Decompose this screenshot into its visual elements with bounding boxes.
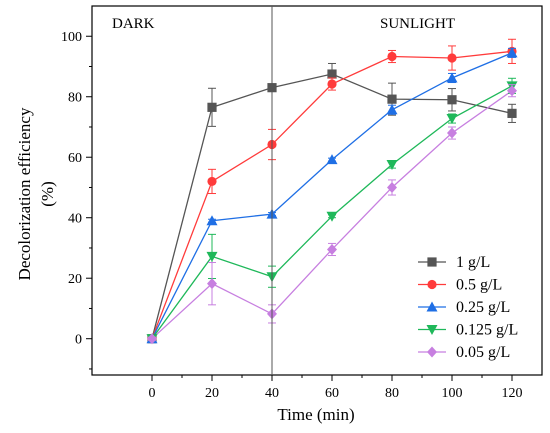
data-point-4 <box>207 278 217 290</box>
data-point-2 <box>506 47 518 58</box>
x-tick-label: 40 <box>265 386 279 401</box>
legend-marker-0 <box>427 257 437 267</box>
legend-marker-1 <box>427 279 437 290</box>
region-label-dark: DARK <box>112 16 155 32</box>
y-tick-label: 0 <box>75 333 82 348</box>
data-point-4 <box>147 333 157 345</box>
data-point-2 <box>386 104 398 115</box>
legend-marker-3 <box>426 325 438 335</box>
y-axis-title: Decolorization efficiency <box>15 107 34 280</box>
x-tick-label: 20 <box>205 386 219 401</box>
x-tick-label: 60 <box>325 386 339 401</box>
legend-label-0: 1 g/L <box>456 254 490 271</box>
data-point-4 <box>447 127 457 139</box>
data-point-4 <box>507 85 517 97</box>
x-axis-title: Time (min) <box>277 405 354 424</box>
data-point-1 <box>387 51 397 62</box>
x-tick-label: 100 <box>442 386 463 401</box>
y-tick-label: 40 <box>68 212 82 227</box>
series-line-1 <box>151 50 513 339</box>
data-point-3 <box>446 114 458 125</box>
data-point-0 <box>207 102 217 112</box>
data-point-3 <box>386 159 398 170</box>
legend-label-3: 0.125 g/L <box>456 322 518 339</box>
data-point-2 <box>446 72 458 83</box>
y-tick-label: 60 <box>68 151 82 166</box>
legend-marker-2 <box>426 301 438 312</box>
data-point-2 <box>206 215 218 226</box>
plot-frame <box>91 5 543 376</box>
data-point-1 <box>207 176 217 187</box>
data-point-1 <box>327 79 337 89</box>
y-tick-label: 80 <box>68 91 82 106</box>
x-tick-label: 80 <box>385 386 399 401</box>
data-point-0 <box>507 108 517 118</box>
region-label-sunlight: SUNLIGHT <box>380 16 455 32</box>
data-point-3 <box>326 211 338 222</box>
data-point-0 <box>327 69 337 79</box>
data-point-4 <box>327 243 337 255</box>
legend: 1 g/L 0.5 g/L 0.25 g/L 0.125 g/L 0.05 g/L <box>418 254 518 361</box>
legend-label-1: 0.5 g/L <box>456 277 502 294</box>
data-point-3 <box>206 251 218 262</box>
y-tick-label: 20 <box>68 272 82 287</box>
legend-label-2: 0.25 g/L <box>456 299 510 316</box>
x-tick-label: 120 <box>502 386 523 401</box>
y-axis-unit: (%) <box>38 181 57 206</box>
legend-label-4: 0.05 g/L <box>456 344 510 361</box>
x-tick-label: 0 <box>149 386 156 401</box>
data-point-2 <box>326 154 338 165</box>
data-point-0 <box>387 94 397 104</box>
data-point-4 <box>387 181 397 193</box>
data-point-0 <box>447 95 457 105</box>
data-point-1 <box>447 53 457 63</box>
axes-layer: 0 20 40 60 80 100 120 0 20 40 60 80 100 <box>61 5 543 401</box>
legend-marker-4 <box>427 346 437 358</box>
y-tick-label: 100 <box>61 30 82 45</box>
